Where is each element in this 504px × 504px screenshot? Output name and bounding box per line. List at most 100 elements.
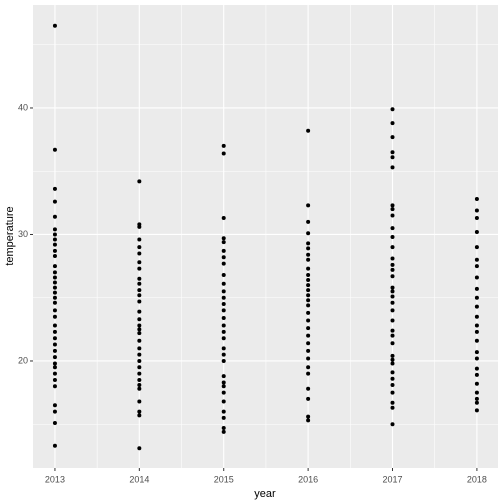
point <box>137 323 142 328</box>
point <box>306 303 311 308</box>
point <box>474 197 479 202</box>
point <box>137 409 142 414</box>
point <box>390 405 395 410</box>
point <box>390 150 395 155</box>
point <box>474 323 479 328</box>
point <box>474 350 479 355</box>
point <box>474 264 479 269</box>
point <box>306 128 311 133</box>
point <box>306 231 311 236</box>
point <box>137 346 142 351</box>
point <box>306 365 311 370</box>
point <box>390 328 395 333</box>
point <box>52 355 57 360</box>
point <box>390 376 395 381</box>
y-tick-label: 40 <box>18 102 28 112</box>
point <box>137 266 142 271</box>
point <box>390 207 395 212</box>
point <box>390 341 395 346</box>
point <box>474 390 479 395</box>
point <box>52 300 57 305</box>
point <box>52 420 57 425</box>
point <box>306 356 311 361</box>
point <box>221 261 226 266</box>
point <box>221 302 226 307</box>
point <box>52 329 57 334</box>
point <box>137 331 142 336</box>
point <box>390 353 395 358</box>
point <box>474 329 479 334</box>
point <box>137 276 142 281</box>
point <box>52 147 57 152</box>
point <box>137 371 142 376</box>
point <box>52 242 57 247</box>
y-tick-label: 30 <box>18 229 28 239</box>
point <box>390 256 395 261</box>
x-tick-label: 2017 <box>382 474 402 484</box>
point <box>221 329 226 334</box>
point <box>474 229 479 234</box>
point <box>390 357 395 362</box>
point <box>221 390 226 395</box>
point <box>52 323 57 328</box>
point <box>390 300 395 305</box>
point <box>52 361 57 366</box>
point <box>137 352 142 357</box>
point <box>221 380 226 385</box>
point <box>306 333 311 338</box>
x-tick-label: 2015 <box>214 474 234 484</box>
point <box>390 121 395 126</box>
point <box>221 255 226 260</box>
point <box>52 348 57 353</box>
x-tick-label: 2016 <box>298 474 318 484</box>
point <box>306 241 311 246</box>
point <box>474 275 479 280</box>
point <box>306 396 311 401</box>
point <box>390 267 395 272</box>
point <box>52 336 57 341</box>
point <box>221 346 226 351</box>
point <box>390 274 395 279</box>
point <box>137 327 142 332</box>
point <box>306 203 311 208</box>
point <box>52 403 57 408</box>
point <box>474 356 479 361</box>
point <box>390 390 395 395</box>
point <box>221 295 226 300</box>
point <box>52 199 57 204</box>
point <box>221 216 226 221</box>
point <box>306 341 311 346</box>
point <box>474 295 479 300</box>
point <box>137 237 142 242</box>
point <box>137 338 142 343</box>
point <box>52 443 57 448</box>
plot-panel <box>33 5 498 468</box>
point <box>52 232 57 237</box>
point <box>137 281 142 286</box>
point <box>221 358 226 363</box>
point <box>137 299 142 304</box>
point <box>306 288 311 293</box>
point <box>137 365 142 370</box>
point <box>221 409 226 414</box>
point <box>390 422 395 427</box>
point <box>137 413 142 418</box>
point <box>52 23 57 28</box>
point <box>306 272 311 277</box>
point <box>52 290 57 295</box>
point <box>390 400 395 405</box>
point <box>137 309 142 314</box>
point <box>474 257 479 262</box>
point <box>306 326 311 331</box>
point <box>390 333 395 338</box>
point <box>221 151 226 156</box>
point <box>306 371 311 376</box>
point <box>52 275 57 280</box>
point <box>390 308 395 313</box>
point <box>390 245 395 250</box>
point <box>306 283 311 288</box>
point <box>474 216 479 221</box>
point <box>474 366 479 371</box>
